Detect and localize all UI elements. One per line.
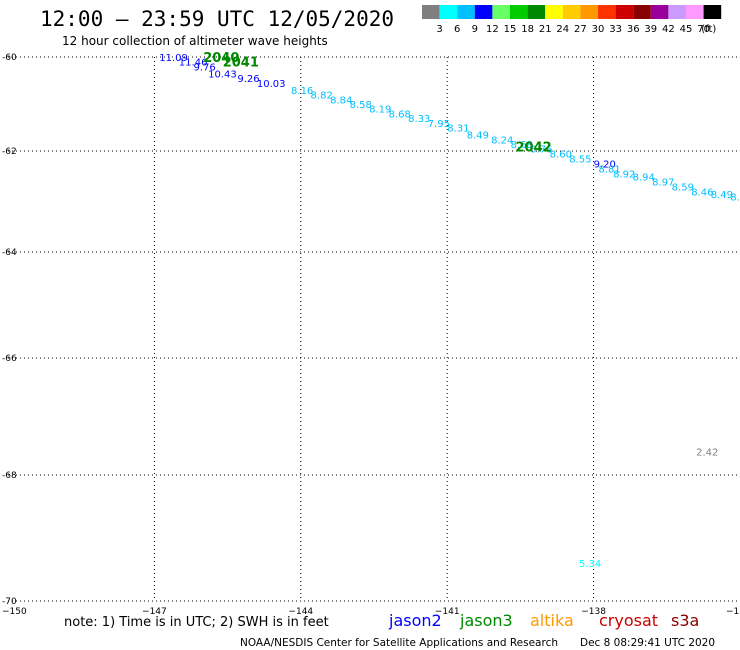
- scale-label: 39: [644, 24, 657, 35]
- scale-label: 45: [680, 24, 693, 35]
- swh-value-label: 2.42: [696, 448, 718, 459]
- y-tick-label: -60: [2, 53, 17, 63]
- x-tick-label: −144: [288, 607, 313, 617]
- chart-title: 12:00 – 23:59 UTC 12/05/2020: [40, 7, 394, 31]
- swh-value-label: 8.55: [569, 155, 591, 166]
- swh-value-label: 10.03: [257, 79, 286, 90]
- x-corner-label: −13: [726, 607, 740, 617]
- swh-value-label: 8.49: [711, 190, 733, 201]
- scale-label: 9: [472, 24, 478, 35]
- scale-swatch: [474, 5, 493, 19]
- scale-label: 33: [609, 24, 622, 35]
- swh-value-label: 8.76: [530, 145, 552, 156]
- satellite-legend: jason2 jason3 altika cryosat s3a: [388, 611, 699, 630]
- swh-value-label: 8.93: [730, 192, 740, 203]
- satellite-s3a: s3a: [671, 611, 699, 630]
- swh-value-label: 11.09: [159, 53, 188, 64]
- scale-swatch: [668, 5, 686, 19]
- y-tick-label: -64: [2, 248, 17, 258]
- scale-swatch: [457, 5, 475, 19]
- scale-label: 21: [539, 24, 552, 35]
- timestamp-text: Dec 8 08:29:41 UTC 2020: [580, 637, 715, 649]
- swh-value-label: 11.46: [179, 58, 208, 69]
- swh-value-label: 9.26: [237, 74, 259, 85]
- scale-swatch: [545, 5, 563, 19]
- swh-value-label: 8.49: [467, 131, 489, 142]
- pass-number-label: 2041: [223, 56, 259, 71]
- x-corner-label: −150: [2, 607, 27, 617]
- swh-value-label: 8.59: [672, 182, 694, 193]
- scale-label: 6: [454, 24, 460, 35]
- y-tick-label: -70: [2, 597, 17, 607]
- swh-value-label: 8.92: [613, 170, 635, 181]
- swh-value-label: 5.34: [579, 559, 601, 570]
- scale-label: 18: [521, 24, 534, 35]
- scale-label: 24: [556, 24, 569, 35]
- credit-text: NOAA/NESDIS Center for Satellite Applica…: [240, 637, 558, 649]
- swh-value-label: 8.68: [389, 109, 411, 120]
- y-tick-label: -62: [2, 147, 17, 157]
- scale-label: 42: [662, 24, 675, 35]
- swh-value-label: 8.84: [330, 95, 352, 106]
- scale-swatch: [686, 5, 704, 19]
- swh-value-label: 8.24: [491, 135, 513, 146]
- scale-swatch: [598, 5, 616, 19]
- y-tick-label: -68: [2, 471, 17, 481]
- y-tick-label: -66: [2, 354, 17, 364]
- scale-swatch: [633, 5, 651, 19]
- scale-swatch: [650, 5, 669, 19]
- scale-swatch: [580, 5, 598, 19]
- swh-value-label: 8.31: [447, 124, 469, 135]
- scale-label: 30: [592, 24, 605, 35]
- chart-subtitle: 12 hour collection of altimeter wave hei…: [62, 34, 328, 48]
- axes: -60 -62 -64 -66 -68 -70 −147 −144 −141 −138 −150 −1…: [2, 53, 740, 617]
- swh-value-label: 10.43: [208, 69, 237, 80]
- swh-value-label: 8.58: [350, 100, 372, 111]
- x-tick-label: −138: [581, 607, 606, 617]
- scale-swatch: [422, 5, 440, 19]
- swh-value-label: 8.94: [633, 172, 655, 183]
- swh-value-label: 8.81: [598, 165, 620, 176]
- swh-value-label: 8.46: [691, 187, 713, 198]
- pass-number-label: 2042: [516, 140, 552, 155]
- swh-value-label: 9.76: [193, 62, 215, 73]
- scale-label: 12: [486, 24, 499, 35]
- swh-value-label: 8.16: [291, 86, 313, 97]
- scale-label: (ft): [701, 24, 716, 35]
- swh-value-label: 8.19: [369, 105, 391, 116]
- swh-value-label: 8.60: [550, 150, 572, 161]
- scale-label: 3: [436, 24, 442, 35]
- swh-value-label: 8.82: [311, 91, 333, 102]
- satellite-jason3: jason3: [459, 611, 513, 630]
- scale-label: 27: [574, 24, 587, 35]
- satellite-altika: altika: [530, 611, 574, 630]
- scale-swatch: [615, 5, 634, 19]
- satellite-jason2: jason2: [388, 611, 442, 630]
- grid: [8, 56, 740, 602]
- footer-note: note: 1) Time is in UTC; 2) SWH is in fe…: [64, 615, 329, 630]
- swh-value-label: 8.68: [511, 140, 533, 151]
- x-tick-label: −141: [435, 607, 460, 617]
- swh-value-label: 8.97: [652, 177, 674, 188]
- scale-swatch: [703, 5, 722, 19]
- swh-value-label: 7.95: [428, 119, 450, 130]
- scale-label: 70: [697, 24, 710, 35]
- swh-value-label: 8.33: [408, 114, 430, 125]
- swh-color-scale: 3 6 9 12 15 18 21 24 27 30 33 36 39 42 45 70(ft): [422, 5, 722, 35]
- satellite-cryosat: cryosat: [599, 611, 658, 630]
- swh-value-label: 9.20: [594, 160, 616, 171]
- pass-number-label: 2040: [203, 51, 239, 66]
- scale-swatch: [562, 5, 581, 19]
- scale-swatch: [439, 5, 458, 19]
- scale-label: 36: [627, 24, 640, 35]
- scale-swatch: [492, 5, 510, 19]
- x-tick-label: −147: [142, 607, 167, 617]
- scale-swatch: [527, 5, 546, 19]
- scale-swatch: [510, 5, 528, 19]
- scale-label: 15: [504, 24, 517, 35]
